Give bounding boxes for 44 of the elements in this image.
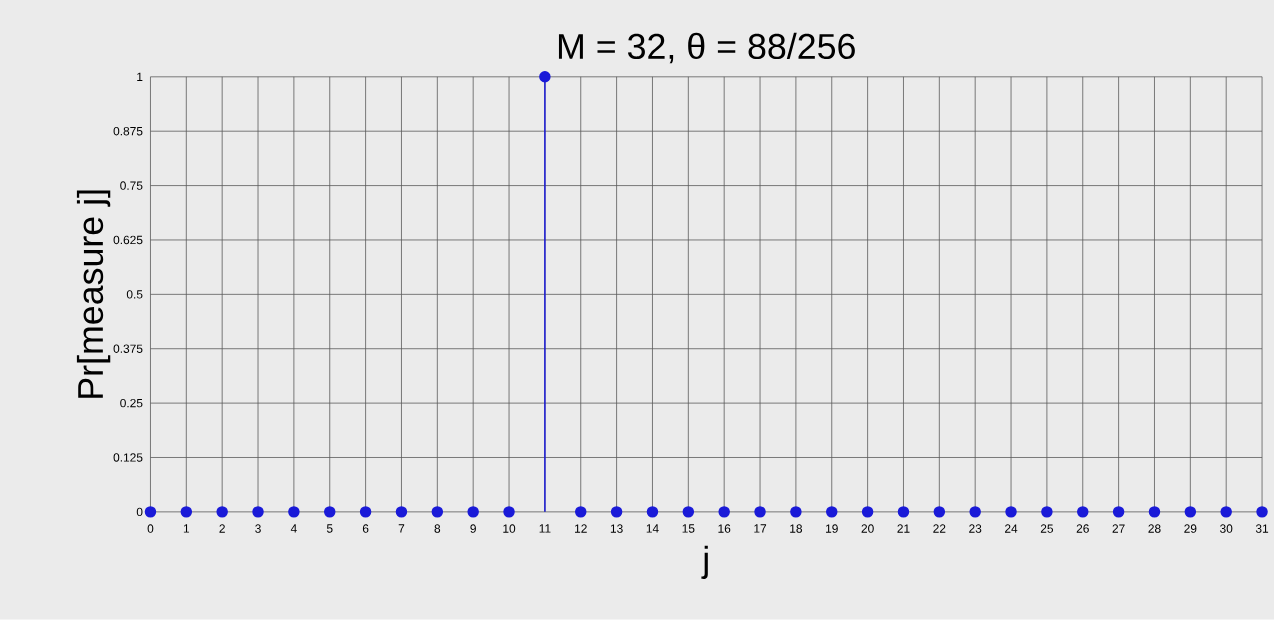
y-tick-label: 0.125 xyxy=(113,453,143,462)
y-tick-label: 0.75 xyxy=(120,181,143,190)
x-tick-label: 24 xyxy=(1005,524,1018,533)
x-tick-label: 7 xyxy=(398,524,405,533)
x-tick-label: 23 xyxy=(969,524,982,533)
x-tick-label: 28 xyxy=(1148,524,1161,533)
y-tick-label: 0.25 xyxy=(120,399,143,408)
y-tick-label: 1 xyxy=(137,72,143,82)
x-tick-label: 16 xyxy=(718,524,731,533)
y-tick-label: 0.875 xyxy=(113,127,143,136)
x-tick-label: 4 xyxy=(290,524,297,533)
x-tick-label: 15 xyxy=(682,524,695,533)
x-tick-label: 27 xyxy=(1112,524,1125,533)
y-axis-title: Pr[measure j] xyxy=(76,190,111,398)
x-tick-label: 26 xyxy=(1076,524,1089,533)
y-tick-label: 0 xyxy=(136,507,143,517)
x-tick-label: 1 xyxy=(183,524,190,533)
x-tick-label: 14 xyxy=(646,524,659,533)
x-tick-label: 21 xyxy=(897,524,910,533)
x-axis-title: j xyxy=(701,545,708,580)
x-tick-label: 29 xyxy=(1184,524,1197,533)
x-tick-label: 6 xyxy=(362,524,369,533)
x-tick-label: 20 xyxy=(861,524,874,533)
x-tick-label: 9 xyxy=(470,524,476,533)
x-tick-label: 10 xyxy=(503,524,516,533)
x-tick-label: 5 xyxy=(326,524,333,533)
x-tick-label: 19 xyxy=(826,524,838,533)
x-tick-label: 3 xyxy=(255,524,261,533)
x-tick-label: 25 xyxy=(1040,524,1054,533)
y-tick-label: 0.625 xyxy=(113,235,143,245)
x-tick-label: 2 xyxy=(219,524,225,533)
x-tick-label: 12 xyxy=(575,524,587,533)
x-tick-label: 18 xyxy=(790,524,802,533)
chart-title: M = 32, θ = 88/256 xyxy=(558,33,855,64)
x-tick-label: 30 xyxy=(1220,524,1233,533)
x-tick-label: 0 xyxy=(147,524,154,533)
x-tick-label: 11 xyxy=(539,524,551,533)
x-tick-label: 8 xyxy=(434,524,441,533)
y-tick-label: 0.375 xyxy=(113,344,143,354)
x-tick-label: 13 xyxy=(610,524,623,533)
y-tick-label: 0.5 xyxy=(126,290,143,299)
x-tick-label: 17 xyxy=(754,524,767,533)
x-tick-label: 22 xyxy=(933,524,946,533)
x-tick-label: 31 xyxy=(1255,524,1269,533)
